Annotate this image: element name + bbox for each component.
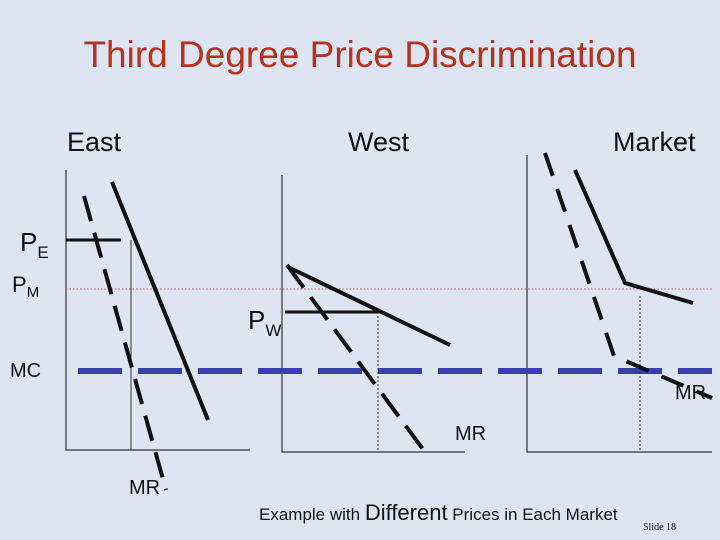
mc-label: MC — [10, 360, 42, 382]
pe-label: PE — [20, 227, 49, 262]
pm-label: PM — [12, 272, 40, 301]
east-mr-label: MR — [129, 477, 161, 499]
east-axes — [65, 170, 250, 451]
market-mr-label: MR — [675, 382, 707, 404]
west-demand-curve — [289, 266, 451, 347]
panel-label-east: East — [67, 127, 122, 157]
east-mr-curve — [82, 195, 168, 491]
market-axes — [526, 155, 712, 453]
pw-label: PW — [248, 305, 282, 340]
slide-number: Slide 18 — [643, 522, 677, 533]
west-axes — [281, 175, 465, 453]
market-mr-curve — [543, 152, 713, 400]
east-demand-curve — [110, 181, 210, 421]
market-demand-curve — [573, 169, 694, 305]
west-mr-curve — [285, 263, 427, 454]
footnote: Example with Different Prices in Each Ma… — [259, 500, 618, 525]
panel-label-market: Market — [613, 127, 696, 157]
west-mr-label: MR — [455, 423, 487, 445]
panel-label-west: West — [348, 127, 410, 157]
slide-title: Third Degree Price Discrimination — [83, 34, 637, 75]
